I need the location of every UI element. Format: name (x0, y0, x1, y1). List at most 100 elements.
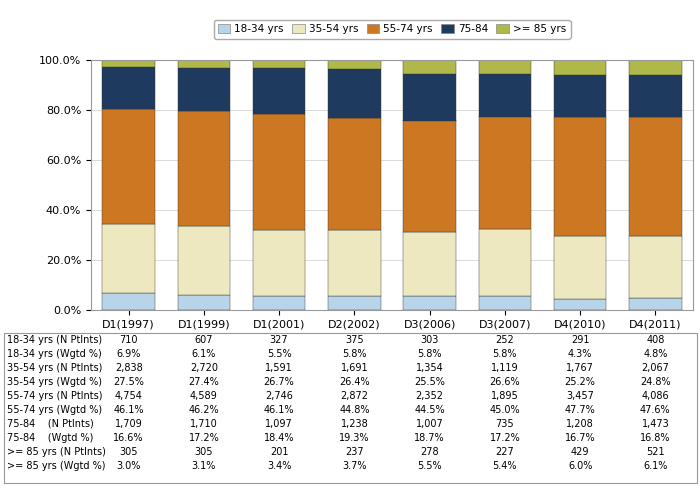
Text: 1,691: 1,691 (341, 363, 368, 373)
Text: 26.4%: 26.4% (339, 377, 370, 387)
Text: 47.7%: 47.7% (565, 405, 596, 415)
Text: 291: 291 (571, 335, 589, 345)
Bar (253, 230, 305, 296)
Bar (629, 60, 682, 75)
Text: 2,720: 2,720 (190, 363, 218, 373)
Text: 4,754: 4,754 (115, 391, 143, 401)
Text: 18.4%: 18.4% (264, 433, 295, 443)
Bar (178, 60, 230, 68)
Text: 1,473: 1,473 (641, 419, 669, 429)
Text: 1,208: 1,208 (566, 419, 594, 429)
Bar (102, 60, 155, 67)
Text: 1,097: 1,097 (265, 419, 293, 429)
Text: 1,007: 1,007 (416, 419, 444, 429)
Text: 3,457: 3,457 (566, 391, 594, 401)
Text: 3.7%: 3.7% (342, 461, 367, 471)
Text: 227: 227 (496, 447, 514, 457)
Text: 237: 237 (345, 447, 364, 457)
Text: 2,838: 2,838 (115, 363, 143, 373)
Text: 1,895: 1,895 (491, 391, 519, 401)
Text: 18-34 yrs (Wgtd %): 18-34 yrs (Wgtd %) (7, 349, 101, 359)
Text: 278: 278 (420, 447, 439, 457)
Bar (629, 236, 682, 298)
Legend: 18-34 yrs, 35-54 yrs, 55-74 yrs, 75-84, >= 85 yrs: 18-34 yrs, 35-54 yrs, 55-74 yrs, 75-84, … (214, 20, 570, 38)
Text: 17.2%: 17.2% (489, 433, 520, 443)
Bar (403, 74, 456, 120)
Text: 25.5%: 25.5% (414, 377, 445, 387)
Text: 5.8%: 5.8% (493, 349, 517, 359)
Bar (479, 229, 531, 296)
Bar (102, 224, 155, 292)
Text: 2,872: 2,872 (340, 391, 368, 401)
Bar (253, 60, 305, 68)
Text: 19.3%: 19.3% (339, 433, 370, 443)
Text: 201: 201 (270, 447, 288, 457)
Text: 521: 521 (646, 447, 665, 457)
Text: 5.4%: 5.4% (493, 461, 517, 471)
Text: 1,354: 1,354 (416, 363, 444, 373)
Text: 710: 710 (120, 335, 138, 345)
Bar (629, 75, 682, 117)
Bar (629, 117, 682, 236)
Text: 429: 429 (571, 447, 589, 457)
Text: 408: 408 (646, 335, 664, 345)
Bar (554, 60, 606, 75)
Text: 55-74 yrs (N Ptlnts): 55-74 yrs (N Ptlnts) (7, 391, 102, 401)
Bar (102, 67, 155, 109)
Text: 2,746: 2,746 (265, 391, 293, 401)
Text: 16.6%: 16.6% (113, 433, 144, 443)
Text: 375: 375 (345, 335, 364, 345)
Bar (479, 116, 531, 229)
Text: >= 85 yrs (Wgtd %): >= 85 yrs (Wgtd %) (7, 461, 106, 471)
Text: 2,067: 2,067 (641, 363, 669, 373)
Text: 1,709: 1,709 (115, 419, 143, 429)
Text: 327: 327 (270, 335, 288, 345)
Bar (403, 232, 456, 296)
Text: 75-84    (N Ptlnts): 75-84 (N Ptlnts) (7, 419, 94, 429)
Text: 17.2%: 17.2% (188, 433, 219, 443)
Bar (178, 294, 230, 310)
Text: 4,086: 4,086 (642, 391, 669, 401)
Text: 27.4%: 27.4% (188, 377, 219, 387)
Text: 75-84    (Wgtd %): 75-84 (Wgtd %) (7, 433, 93, 443)
Text: 18.7%: 18.7% (414, 433, 445, 443)
Text: 1,710: 1,710 (190, 419, 218, 429)
Text: 735: 735 (496, 419, 514, 429)
Bar (403, 60, 456, 74)
Bar (479, 74, 531, 116)
Bar (629, 298, 682, 310)
Text: 2,352: 2,352 (416, 391, 444, 401)
Text: 305: 305 (195, 447, 213, 457)
Text: 46.2%: 46.2% (188, 405, 219, 415)
Text: 5.5%: 5.5% (417, 461, 442, 471)
Bar (328, 60, 381, 69)
Text: 4.8%: 4.8% (643, 349, 668, 359)
Bar (554, 236, 606, 299)
Text: 24.8%: 24.8% (640, 377, 671, 387)
Text: 1,119: 1,119 (491, 363, 519, 373)
Text: 6.1%: 6.1% (192, 349, 216, 359)
Bar (102, 292, 155, 310)
Text: 1,238: 1,238 (340, 419, 368, 429)
Text: 3.0%: 3.0% (116, 461, 141, 471)
Text: 44.5%: 44.5% (414, 405, 445, 415)
Bar (328, 118, 381, 230)
Text: 6.1%: 6.1% (643, 461, 668, 471)
Text: 1,767: 1,767 (566, 363, 594, 373)
Text: 46.1%: 46.1% (264, 405, 295, 415)
Bar (253, 296, 305, 310)
Text: 25.2%: 25.2% (565, 377, 596, 387)
Bar (554, 75, 606, 117)
Bar (554, 117, 606, 236)
Text: 252: 252 (496, 335, 514, 345)
Text: 45.0%: 45.0% (489, 405, 520, 415)
Bar (178, 111, 230, 226)
Text: 35-54 yrs (Wgtd %): 35-54 yrs (Wgtd %) (7, 377, 102, 387)
Text: 5.8%: 5.8% (417, 349, 442, 359)
Text: 16.7%: 16.7% (565, 433, 596, 443)
Text: 44.8%: 44.8% (339, 405, 370, 415)
Bar (479, 296, 531, 310)
Text: 4.3%: 4.3% (568, 349, 592, 359)
Bar (328, 69, 381, 117)
Bar (479, 60, 531, 74)
